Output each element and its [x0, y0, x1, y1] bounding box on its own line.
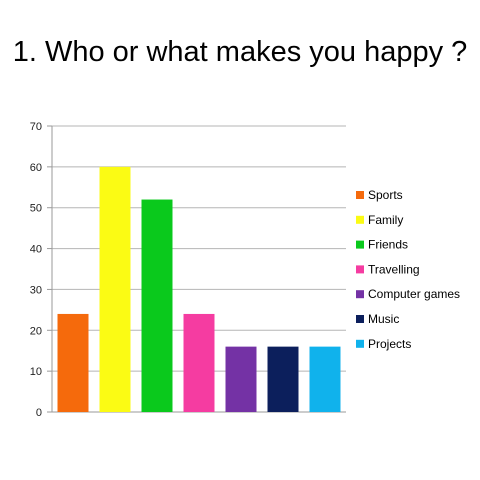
bar-travelling — [183, 313, 215, 412]
y-tick-label: 20 — [30, 325, 42, 337]
legend-label: Music — [368, 312, 399, 326]
legend: Sports Family Friends Travelling Computer ga… — [356, 188, 460, 351]
legend-label: Projects — [368, 337, 411, 351]
y-tick-label: 30 — [30, 284, 42, 296]
y-tick-label: 70 — [30, 121, 42, 133]
legend-label: Computer games — [368, 287, 460, 301]
legend-swatch — [356, 265, 364, 274]
y-axis-ticks: 0 10 20 30 40 50 60 70 — [30, 121, 42, 419]
legend-swatch — [356, 339, 364, 348]
legend-label: Sports — [368, 188, 403, 202]
legend-swatch — [356, 191, 364, 199]
legend-label: Travelling — [368, 262, 420, 276]
y-tick-label: 60 — [30, 162, 42, 174]
legend-label: Family — [368, 213, 403, 227]
bar-music — [267, 346, 299, 412]
bar-projects — [309, 346, 341, 412]
bar-computer-games — [225, 346, 257, 412]
y-tick-label: 40 — [30, 244, 42, 256]
legend-swatch — [356, 290, 364, 299]
y-tick-label: 10 — [30, 366, 42, 378]
y-tick-label: 50 — [30, 203, 42, 215]
bar-family — [99, 166, 131, 412]
legend-swatch — [356, 315, 364, 323]
bars — [57, 166, 341, 412]
legend-label: Friends — [368, 238, 408, 252]
legend-swatch — [356, 240, 364, 249]
bar-friends — [141, 199, 173, 412]
bar-sports — [57, 313, 89, 412]
y-tick-label: 0 — [36, 407, 42, 419]
legend-swatch — [356, 215, 364, 224]
chart-title: 1. Who or what makes you happy ? — [12, 36, 468, 68]
